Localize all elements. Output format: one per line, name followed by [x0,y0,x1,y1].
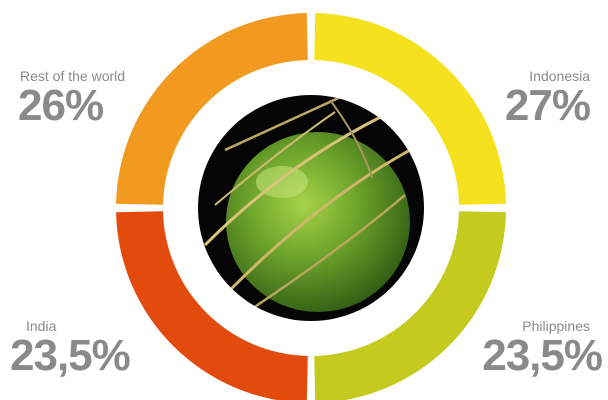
label-india-name: India [26,318,57,334]
label-rest-of-world-value: 26% [18,81,104,130]
label-indonesia: Indonesia 27% [504,68,591,130]
slice-indonesia [314,13,506,205]
label-india-value: 23,5% [10,331,131,380]
label-indonesia-name: Indonesia [529,68,590,84]
label-indonesia-value: 27% [504,81,591,130]
label-philippines-name: Philippines [522,318,590,334]
label-philippines-value: 23,5% [482,331,603,380]
coconut-photo [198,95,424,321]
slice-rest-of-world [116,13,308,205]
label-rest-of-world: Rest of the world 26% [18,68,125,128]
label-rest-of-world-name: Rest of the world [20,68,126,84]
slice-india [116,211,308,400]
label-philippines: Philippines 23,5% [482,318,603,380]
label-india: India 23,5% [10,318,131,380]
slice-philippines [314,211,506,400]
